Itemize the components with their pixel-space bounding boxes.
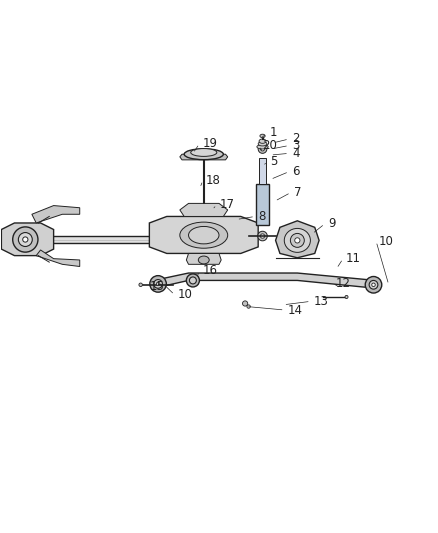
Ellipse shape [258, 142, 267, 146]
Text: 15: 15 [149, 280, 164, 293]
Ellipse shape [198, 256, 209, 264]
Text: 9: 9 [328, 217, 336, 230]
Ellipse shape [369, 280, 378, 289]
Text: 2: 2 [292, 133, 300, 146]
Ellipse shape [156, 282, 160, 286]
Ellipse shape [247, 305, 251, 308]
Ellipse shape [189, 277, 196, 284]
Ellipse shape [257, 144, 268, 149]
Ellipse shape [295, 238, 300, 243]
Text: 16: 16 [202, 264, 217, 277]
Ellipse shape [260, 134, 265, 138]
Ellipse shape [186, 274, 199, 287]
Text: 5: 5 [270, 155, 278, 168]
Ellipse shape [372, 283, 375, 287]
Text: 12: 12 [336, 277, 351, 289]
Ellipse shape [188, 227, 219, 244]
Text: 17: 17 [220, 198, 235, 211]
Text: 1: 1 [270, 126, 277, 139]
Text: 11: 11 [346, 252, 361, 265]
Text: 18: 18 [206, 174, 221, 187]
Text: 20: 20 [262, 139, 277, 152]
Text: 13: 13 [314, 295, 329, 308]
Ellipse shape [365, 277, 382, 293]
Ellipse shape [154, 279, 162, 288]
Ellipse shape [290, 233, 304, 247]
Ellipse shape [259, 139, 266, 143]
Text: 7: 7 [294, 186, 301, 199]
Polygon shape [1, 223, 53, 256]
Text: 3: 3 [292, 139, 300, 152]
Polygon shape [186, 254, 221, 264]
Text: 6: 6 [292, 165, 300, 178]
Ellipse shape [260, 234, 265, 238]
Polygon shape [180, 204, 228, 216]
Polygon shape [256, 184, 269, 225]
Ellipse shape [261, 147, 265, 151]
Ellipse shape [191, 149, 217, 156]
Ellipse shape [184, 149, 223, 160]
Polygon shape [32, 206, 80, 223]
Text: 8: 8 [258, 210, 265, 223]
Text: 10: 10 [178, 288, 193, 301]
Ellipse shape [150, 276, 166, 292]
Polygon shape [19, 236, 228, 243]
Polygon shape [154, 273, 376, 288]
Polygon shape [276, 221, 319, 258]
Polygon shape [259, 158, 265, 184]
Ellipse shape [284, 229, 311, 252]
Polygon shape [149, 216, 258, 254]
Ellipse shape [139, 283, 142, 287]
Ellipse shape [258, 231, 267, 241]
Ellipse shape [13, 227, 38, 252]
Text: 10: 10 [379, 235, 394, 248]
Polygon shape [180, 154, 228, 160]
Polygon shape [36, 250, 80, 266]
Text: 14: 14 [288, 303, 303, 317]
Ellipse shape [345, 295, 348, 298]
Ellipse shape [258, 144, 267, 154]
Text: 4: 4 [292, 147, 300, 160]
Ellipse shape [18, 232, 32, 246]
Text: 19: 19 [202, 138, 217, 150]
Ellipse shape [243, 301, 248, 306]
Ellipse shape [180, 222, 228, 248]
Ellipse shape [23, 237, 28, 242]
